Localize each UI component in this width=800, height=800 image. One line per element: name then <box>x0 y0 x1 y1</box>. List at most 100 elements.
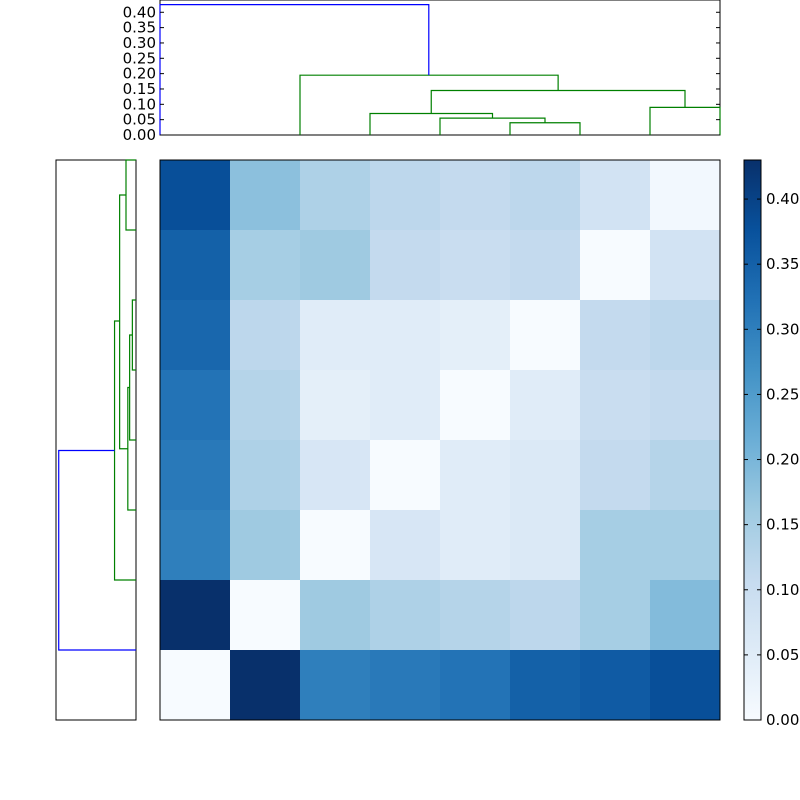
colorbar: 0.00 0.05 0.10 0.15 0.20 0.25 0.30 0.35 0.40 <box>743 159 799 729</box>
heatmap-cell-r2-c4 <box>440 300 511 371</box>
heatmap-cell-r2-c7 <box>650 300 721 371</box>
top-dendrogram-tick-label: 0.30 <box>123 34 156 52</box>
heatmap-cell-r0-c2 <box>300 160 371 231</box>
top-dendrogram-link-4 <box>430 89 686 114</box>
heatmap-cell-r0-c4 <box>440 160 511 231</box>
heatmap-cell-r5-c2 <box>300 510 371 581</box>
heatmap-cell-r5-c4 <box>440 510 511 581</box>
top-dendrogram-link-0 <box>509 122 581 135</box>
heatmap-cell-r1-c3 <box>370 230 441 301</box>
top-dendrogram-tick-label: 0.25 <box>123 49 156 67</box>
heatmap-cell-r2-c3 <box>370 300 441 371</box>
colorbar-tick-label: 0.15 <box>766 516 799 534</box>
heatmap-cell-r2-c6 <box>580 300 651 371</box>
heatmap-cell-r3-c3 <box>370 370 441 441</box>
heatmap-cell-r0-c3 <box>370 160 441 231</box>
heatmap-cell-r1-c5 <box>510 230 581 301</box>
heatmap-cell-r1-c4 <box>440 230 511 301</box>
heatmap-cell-r7-c6 <box>580 650 651 721</box>
heatmap-cell-r1-c0 <box>160 230 231 301</box>
heatmap-cell-r7-c2 <box>300 650 371 721</box>
heatmap-cell-r2-c2 <box>300 300 371 371</box>
heatmap-cell-r0-c1 <box>230 160 301 231</box>
heatmap-cell-r6-c6 <box>580 580 651 651</box>
colorbar-tick-label: 0.35 <box>766 255 799 273</box>
colorbar-tick-label: 0.40 <box>766 190 799 208</box>
colorbar-gradient <box>743 159 762 721</box>
heatmap-cell-r6-c4 <box>440 580 511 651</box>
heatmap-cell-r1-c7 <box>650 230 721 301</box>
heatmap-cell-r7-c3 <box>370 650 441 721</box>
heatmap-cell-r7-c0 <box>160 650 231 721</box>
top-dendrogram-frame <box>159 0 721 136</box>
colorbar-tick-label: 0.25 <box>766 385 799 403</box>
heatmap-cell-r4-c1 <box>230 440 301 511</box>
heatmap-cell-r3-c2 <box>300 370 371 441</box>
heatmap-cell-r3-c5 <box>510 370 581 441</box>
left-dendrogram-link-0 <box>131 299 136 371</box>
heatmap-cell-r1-c2 <box>300 230 371 301</box>
heatmap-cell-r1-c1 <box>230 230 301 301</box>
heatmap <box>159 159 721 721</box>
top-dendrogram-link-5 <box>299 74 559 135</box>
heatmap-cell-r4-c4 <box>440 440 511 511</box>
heatmap-cell-r0-c6 <box>580 160 651 231</box>
colorbar-tick-label: 0.10 <box>766 581 799 599</box>
heatmap-cell-r4-c6 <box>580 440 651 511</box>
colorbar-tick-label: 0.30 <box>766 320 799 338</box>
heatmap-cell-r6-c5 <box>510 580 581 651</box>
heatmap-cell-r3-c1 <box>230 370 301 441</box>
heatmap-cell-r3-c0 <box>160 370 231 441</box>
heatmap-cell-r3-c7 <box>650 370 721 441</box>
top-dendrogram-link-6 <box>159 4 430 135</box>
top-dendrogram-tick-label: 0.35 <box>123 19 156 37</box>
heatmap-cell-r5-c0 <box>160 510 231 581</box>
heatmap-cell-r7-c1 <box>230 650 301 721</box>
heatmap-cell-r4-c0 <box>160 440 231 511</box>
heatmap-cell-r4-c7 <box>650 440 721 511</box>
heatmap-cell-r5-c5 <box>510 510 581 581</box>
left-dendrogram <box>55 159 137 721</box>
heatmap-cell-r0-c0 <box>160 160 231 231</box>
heatmap-cell-r6-c2 <box>300 580 371 651</box>
heatmap-cell-r0-c7 <box>650 160 721 231</box>
heatmap-cell-r4-c3 <box>370 440 441 511</box>
heatmap-cell-r6-c7 <box>650 580 721 651</box>
heatmap-cell-r2-c0 <box>160 300 231 371</box>
top-dendrogram-tick-label: 0.20 <box>123 65 156 83</box>
left-dendrogram-link-4 <box>119 194 128 450</box>
heatmap-cell-r0-c5 <box>510 160 581 231</box>
top-dendrogram-link-3 <box>649 106 721 135</box>
top-dendrogram-tick-label: 0.00 <box>123 126 156 144</box>
heatmap-cell-r5-c7 <box>650 510 721 581</box>
top-dendrogram-tick-label: 0.15 <box>123 80 156 98</box>
heatmap-cell-r3-c4 <box>440 370 511 441</box>
top-dendrogram-tick-label: 0.40 <box>123 3 156 21</box>
heatmap-cell-r4-c5 <box>510 440 581 511</box>
left-dendrogram-link-3 <box>125 159 136 231</box>
top-dendrogram-tick-label: 0.05 <box>123 111 156 129</box>
heatmap-cell-r5-c3 <box>370 510 441 581</box>
top-dendrogram: 0.000.050.100.150.200.250.300.350.40 <box>123 0 721 144</box>
left-dendrogram-frame <box>55 159 137 721</box>
colorbar-tick-label: 0.20 <box>766 451 799 469</box>
heatmap-cell-r4-c2 <box>300 440 371 511</box>
top-dendrogram-link-2 <box>369 112 494 135</box>
heatmap-cell-r7-c5 <box>510 650 581 721</box>
colorbar-tick-label: 0.05 <box>766 646 799 664</box>
heatmap-cell-r7-c4 <box>440 650 511 721</box>
top-dendrogram-link-1 <box>439 117 546 135</box>
heatmap-cell-r6-c1 <box>230 580 301 651</box>
heatmap-cell-r5-c6 <box>580 510 651 581</box>
left-dendrogram-link-6 <box>58 449 136 651</box>
heatmap-cell-r6-c0 <box>160 580 231 651</box>
heatmap-cell-r5-c1 <box>230 510 301 581</box>
heatmap-cell-r2-c1 <box>230 300 301 371</box>
heatmap-cell-r7-c7 <box>650 650 721 721</box>
heatmap-cell-r2-c5 <box>510 300 581 371</box>
top-dendrogram-tick-label: 0.10 <box>123 95 156 113</box>
heatmap-cell-r6-c3 <box>370 580 441 651</box>
colorbar-tick-label: 0.00 <box>766 711 799 729</box>
heatmap-cell-r1-c6 <box>580 230 651 301</box>
